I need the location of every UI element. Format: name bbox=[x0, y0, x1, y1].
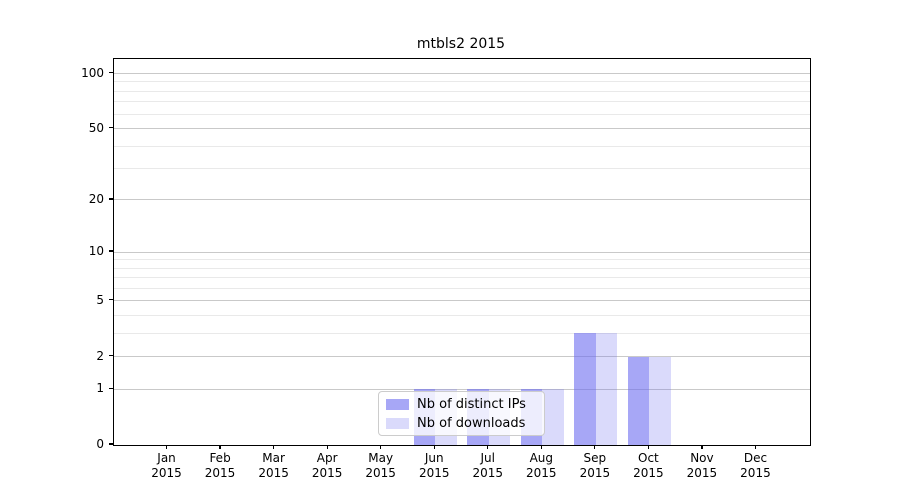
x-tick-label: Dec 2015 bbox=[740, 451, 771, 480]
gridline-minor bbox=[114, 287, 810, 289]
bar-downloads bbox=[595, 333, 618, 445]
gridline-minor bbox=[114, 101, 810, 103]
legend-item-downloads: Nb of downloads bbox=[386, 416, 537, 431]
legend-label-downloads: Nb of downloads bbox=[417, 415, 526, 431]
y-tick-mark bbox=[109, 387, 113, 389]
gridline-major bbox=[114, 73, 810, 75]
plot-area bbox=[113, 58, 811, 446]
y-tick-label: 1 bbox=[96, 381, 104, 396]
gridline-minor bbox=[114, 81, 810, 83]
y-tick-mark bbox=[109, 198, 113, 200]
x-tick-mark bbox=[380, 445, 382, 449]
y-tick-label: 0 bbox=[96, 437, 104, 451]
gridline-major bbox=[114, 251, 810, 253]
x-tick-label: Nov 2015 bbox=[686, 451, 718, 480]
gridline-minor bbox=[114, 145, 810, 147]
y-tick-label: 50 bbox=[88, 120, 104, 135]
y-tick-mark bbox=[109, 354, 113, 357]
legend-item-distinct-ips: Nb of distinct IPs bbox=[386, 397, 537, 412]
chart-title: mtbls2 2015 bbox=[416, 36, 506, 52]
x-tick-label: Aug 2015 bbox=[526, 451, 557, 480]
y-tick-label: 20 bbox=[88, 191, 104, 206]
x-tick-mark bbox=[487, 445, 489, 449]
y-tick-label: 100 bbox=[81, 65, 104, 80]
bar-distinct-ips bbox=[627, 356, 650, 445]
x-tick-label: Sep 2015 bbox=[579, 451, 611, 480]
gridline-minor bbox=[114, 332, 810, 334]
gridline-major bbox=[114, 199, 810, 201]
legend-swatch-distinct-ips bbox=[386, 398, 409, 410]
bar-downloads bbox=[542, 389, 564, 445]
x-tick-mark bbox=[273, 445, 275, 449]
gridline-major bbox=[114, 300, 810, 302]
x-tick-mark bbox=[754, 445, 757, 449]
y-tick-mark bbox=[109, 126, 113, 129]
x-tick-mark bbox=[701, 445, 703, 449]
x-tick-label: May 2015 bbox=[365, 451, 396, 480]
x-tick-label: Oct 2015 bbox=[633, 451, 664, 480]
x-tick-label: Jul 2015 bbox=[472, 451, 504, 480]
y-tick-label: 5 bbox=[96, 292, 104, 307]
x-tick-label: Mar 2015 bbox=[258, 451, 289, 480]
x-tick-mark bbox=[326, 445, 328, 449]
y-tick-label: 10 bbox=[88, 244, 104, 258]
y-tick-mark bbox=[109, 71, 113, 74]
y-tick-label: 2 bbox=[96, 348, 104, 363]
legend-swatch-downloads bbox=[386, 417, 409, 429]
y-tick-mark bbox=[109, 299, 113, 301]
x-tick-mark bbox=[540, 445, 542, 449]
x-tick-label: Feb 2015 bbox=[204, 451, 236, 480]
y-tick-mark bbox=[109, 250, 113, 252]
x-tick-mark bbox=[594, 445, 596, 449]
gridline-minor bbox=[114, 267, 810, 269]
y-tick-mark bbox=[109, 443, 113, 445]
x-tick-mark bbox=[165, 445, 168, 449]
x-tick-mark bbox=[647, 445, 649, 449]
gridline-major bbox=[114, 388, 810, 390]
x-tick-label: Jun 2015 bbox=[418, 451, 450, 480]
legend: Nb of distinct IPs Nb of downloads bbox=[378, 391, 545, 436]
legend-label-distinct-ips: Nb of distinct IPs bbox=[417, 396, 526, 412]
gridline-minor bbox=[114, 277, 810, 279]
gridline-minor bbox=[114, 168, 810, 170]
bar-downloads bbox=[649, 356, 671, 445]
gridline-minor bbox=[114, 113, 810, 115]
bar-distinct-ips bbox=[574, 333, 596, 445]
gridline-major bbox=[114, 356, 810, 358]
gridline-minor bbox=[114, 90, 810, 92]
gridline-minor bbox=[114, 259, 810, 261]
gridline-major bbox=[114, 128, 810, 130]
x-tick-label: Apr 2015 bbox=[311, 451, 343, 480]
gridline-minor bbox=[114, 314, 810, 316]
x-tick-mark bbox=[433, 445, 435, 449]
x-tick-mark bbox=[219, 445, 221, 449]
x-tick-label: Jan 2015 bbox=[151, 451, 182, 480]
